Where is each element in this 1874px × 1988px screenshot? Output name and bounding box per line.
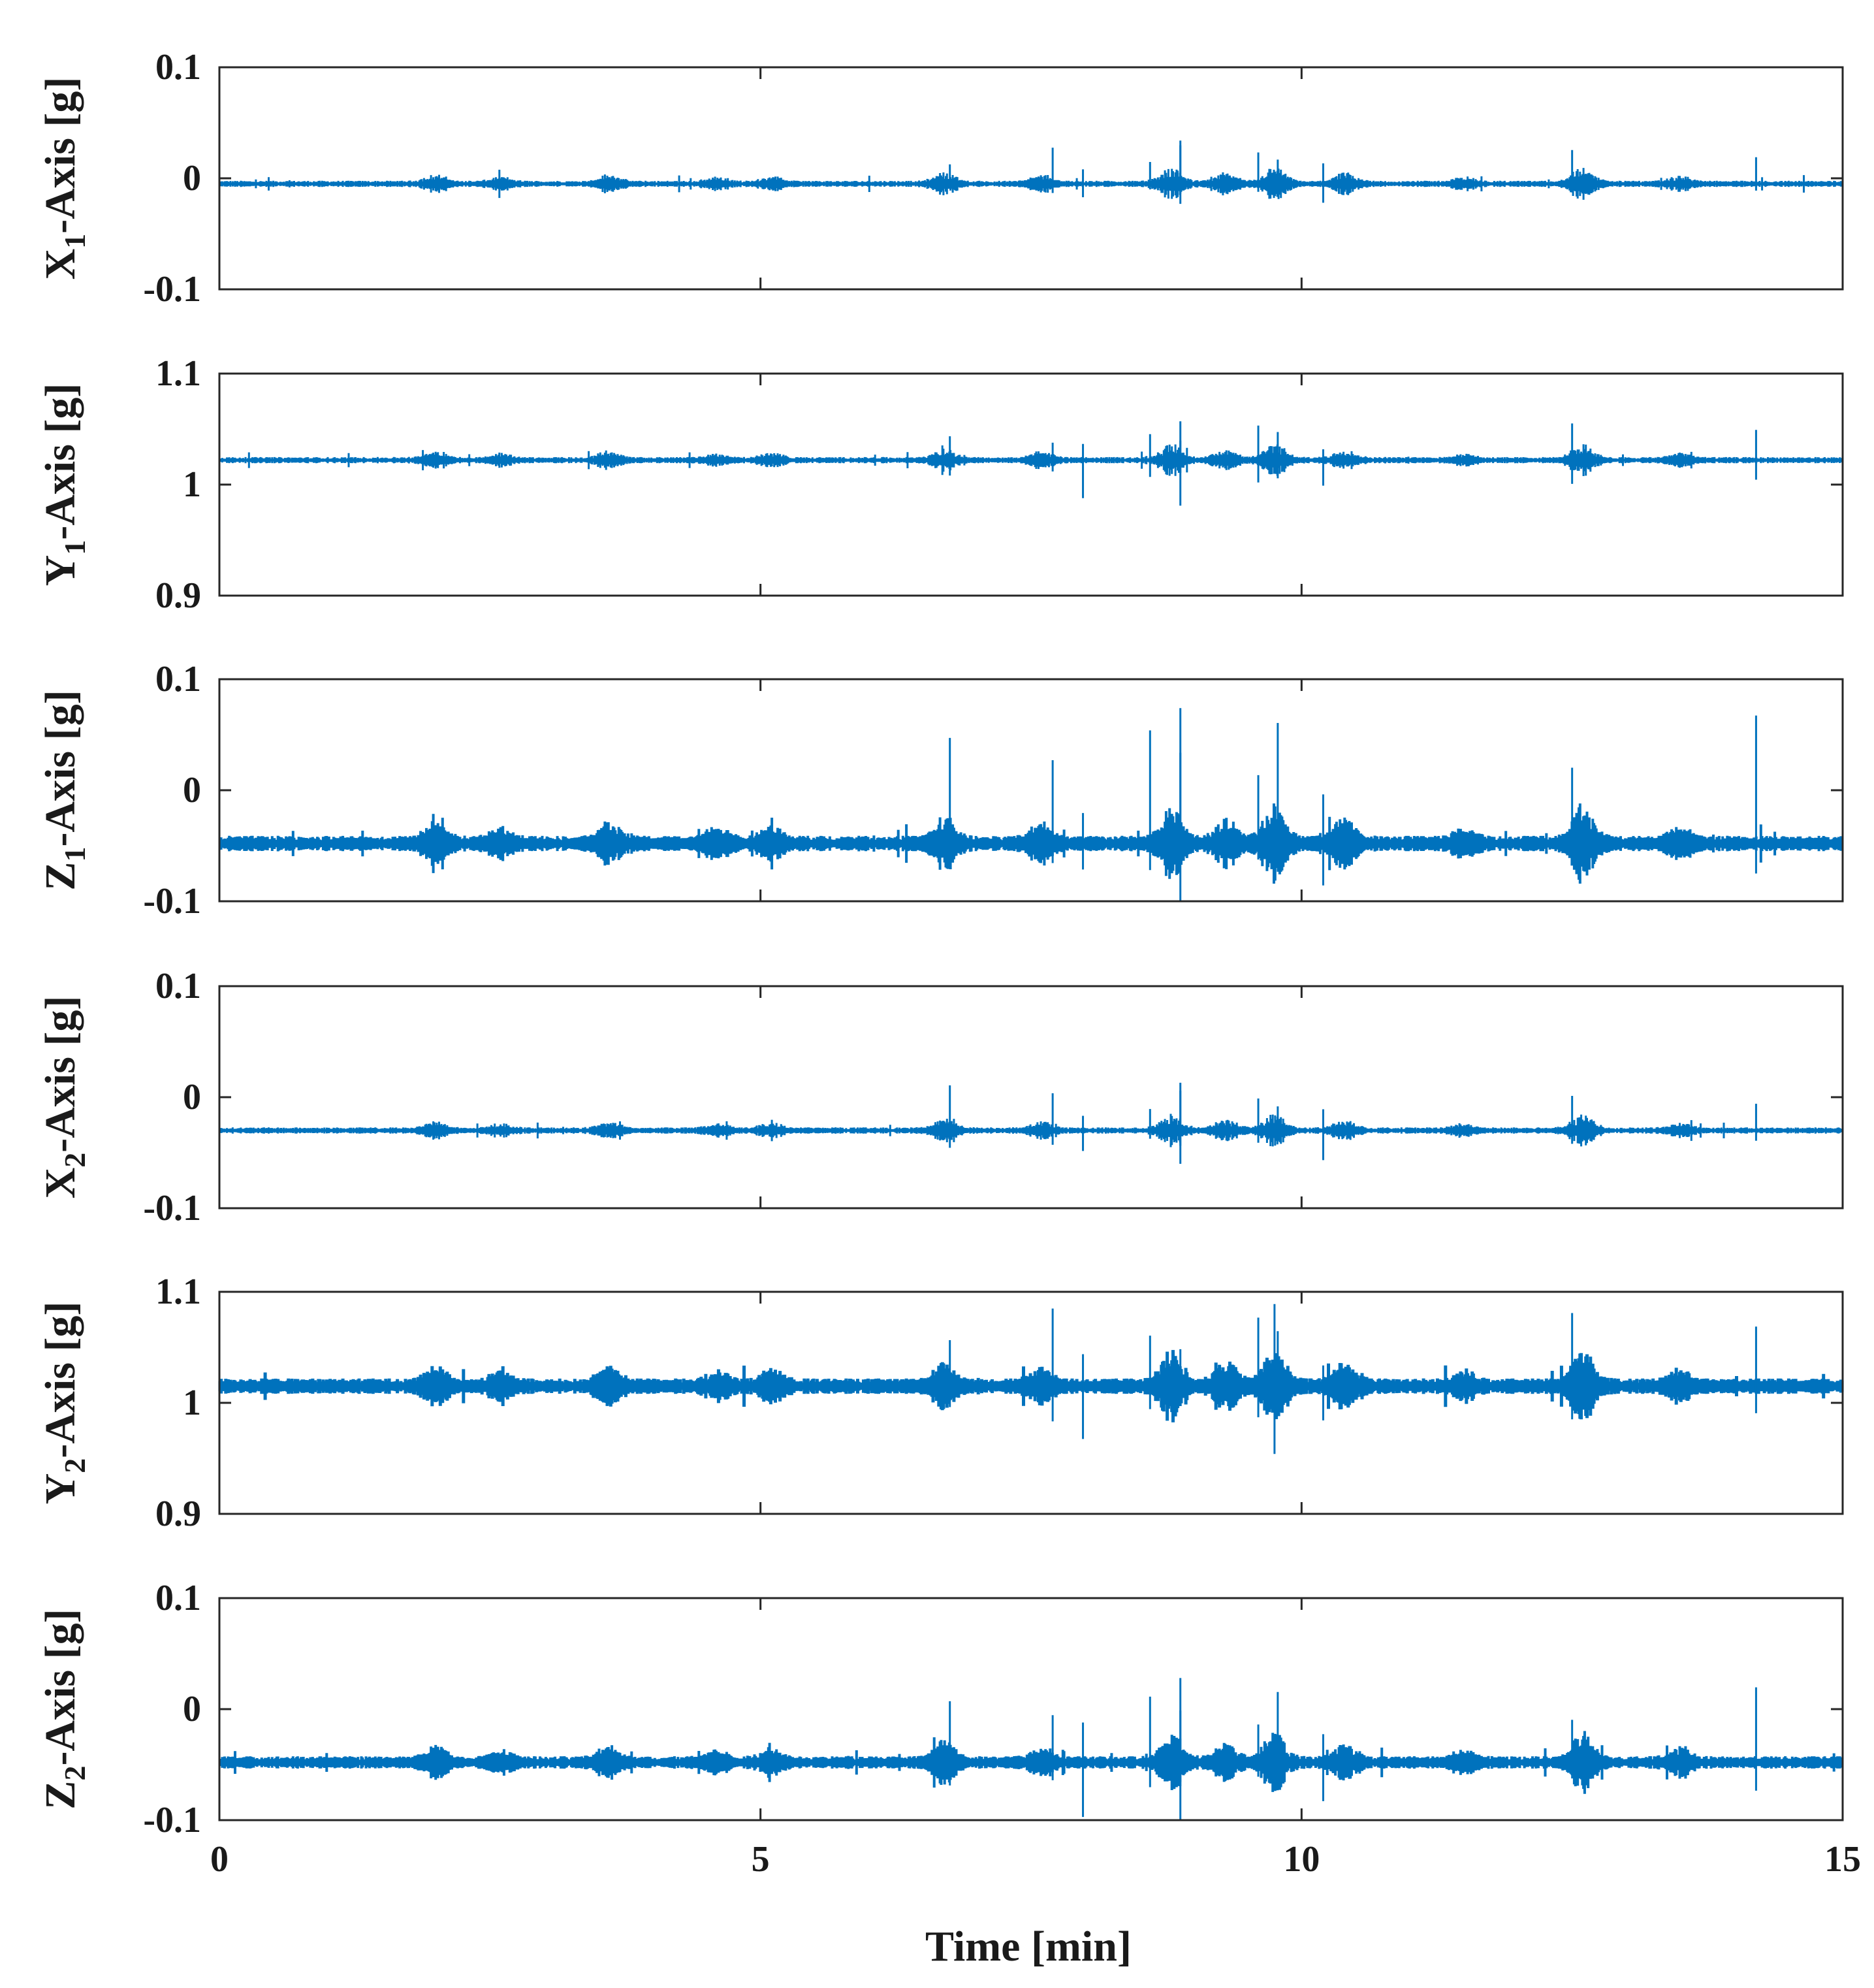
y-axis-label-rest: -Axis [g] <box>37 690 84 846</box>
y-axis-label-y2: Y2-Axis [g] <box>37 1302 91 1505</box>
x-axis-label: Time [min] <box>925 1923 1132 1970</box>
signal-trace-y1 <box>219 444 1843 476</box>
signal-trace-x2 <box>219 1114 1843 1147</box>
y-axis-label-subscript: 1 <box>58 847 91 862</box>
y-tick-label-y1: 1.1 <box>155 353 201 394</box>
y-tick-label-x1: 0 <box>183 158 201 199</box>
y-axis-label-main: X <box>37 249 84 280</box>
y-tick-label-x1: 0.1 <box>155 47 201 88</box>
y-axis-label-x2: X2-Axis [g] <box>37 996 91 1199</box>
y-axis-label-z1: Z1-Axis [g] <box>37 690 91 890</box>
y-axis-label-subscript: 1 <box>58 234 91 249</box>
signal-trace-y2 <box>218 1350 1844 1422</box>
y-tick-label-z2: 0.1 <box>155 1578 201 1618</box>
axes-frame-y1 <box>218 372 1844 597</box>
panel-z2: -0.1 0 0.1 Z2-Axis [g] <box>37 1578 1844 1840</box>
panel-x2: -0.1 0 0.1 X2-Axis [g] <box>37 966 1844 1228</box>
axes-frame-z1 <box>218 678 1844 903</box>
y-axis-label-subscript: 2 <box>58 1458 91 1473</box>
y-axis-label-main: Y <box>37 555 84 586</box>
y-axis-label-rest: -Axis [g] <box>37 383 84 540</box>
y-tick-label-y1: 0.9 <box>155 575 201 616</box>
panel-z1: -0.1 0 0.1 Z1-Axis [g] <box>37 659 1844 922</box>
y-tick-label-y2: 1 <box>183 1383 201 1423</box>
y-axis-label-main: Z <box>37 1781 84 1810</box>
y-tick-label-y2: 0.9 <box>155 1494 201 1534</box>
y-axis-label-y1: Y1-Axis [g] <box>37 383 91 586</box>
y-axis-label-x1: X1-Axis [g] <box>37 77 91 280</box>
y-tick-label-x2: 0.1 <box>155 966 201 1006</box>
x-tick-label: 0 <box>210 1839 229 1880</box>
x-tick-label: 15 <box>1824 1839 1861 1880</box>
y-tick-label-z1: 0.1 <box>155 659 201 699</box>
y-axis-label-subscript: 2 <box>58 1153 91 1168</box>
signal-trace-z2 <box>218 1731 1844 1794</box>
signal-trace-x1 <box>219 168 1843 200</box>
y-tick-label-x1: -0.1 <box>143 269 201 310</box>
y-axis-label-rest: -Axis [g] <box>37 996 84 1153</box>
y-axis-label-rest: -Axis [g] <box>37 1609 84 1765</box>
panel-y1: 0.911.1Y1-Axis [g] <box>37 353 1844 616</box>
y-axis-label-rest: -Axis [g] <box>37 1302 84 1458</box>
axes-frame-z2 <box>218 1597 1844 1821</box>
y-axis-label-z2: Z2-Axis [g] <box>37 1609 91 1809</box>
panel-y2: 0.9 1 1.1 Y2-Axis [g] <box>37 1272 1844 1534</box>
y-tick-label-z1: -0.1 <box>143 881 201 922</box>
y-axis-label-main: Z <box>37 862 84 891</box>
y-axis-label-main: Y <box>37 1473 84 1505</box>
y-axis-label-subscript: 2 <box>58 1766 91 1781</box>
y-tick-label-x2: 0 <box>183 1077 201 1117</box>
x-tick-label: 5 <box>752 1839 770 1880</box>
panel-x1: -0.1 0 0.1 X1-Axis [g] <box>37 47 1844 310</box>
y-axis-label-subscript: 1 <box>58 540 91 555</box>
x-tick-label: 10 <box>1283 1839 1320 1880</box>
y-tick-label-x2: -0.1 <box>143 1188 201 1228</box>
y-tick-label-z2: 0 <box>183 1689 201 1729</box>
y-axis-label-rest: -Axis [g] <box>37 77 84 234</box>
axes-frame-x2 <box>218 985 1844 1210</box>
y-tick-label-z2: -0.1 <box>143 1800 201 1840</box>
y-tick-label-z1: 0 <box>183 770 201 810</box>
y-tick-label-y2: 1.1 <box>155 1272 201 1312</box>
y-tick-label-y1: 1 <box>183 464 201 505</box>
y-axis-label-main: X <box>37 1168 84 1199</box>
signal-trace-z1 <box>218 803 1844 884</box>
